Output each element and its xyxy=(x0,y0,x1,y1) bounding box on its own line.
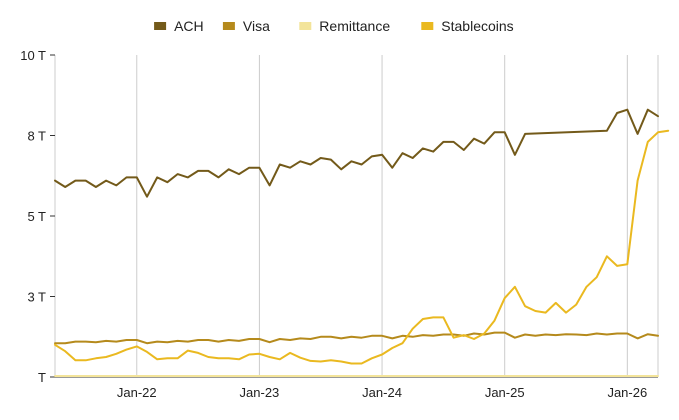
x-axis: Jan-22 Jan-23 Jan-24 Jan-25 Jan-26 xyxy=(117,385,647,400)
legend-label: Stablecoins xyxy=(441,18,513,34)
legend-item-stablecoins[interactable]: Stablecoins xyxy=(421,18,514,34)
legend-item-remittance[interactable]: Remittance xyxy=(299,18,390,34)
series-layer xyxy=(54,108,670,377)
legend-swatch xyxy=(154,22,167,30)
x-tick-label: Jan-24 xyxy=(362,385,402,400)
grid xyxy=(54,55,659,378)
series-line-stablecoins xyxy=(54,129,670,365)
y-tick-label: 8 T xyxy=(27,129,46,144)
legend-swatch xyxy=(299,22,312,30)
y-tick-label: 10 T xyxy=(20,48,46,63)
y-tick-label: T xyxy=(38,370,46,385)
x-tick-label: Jan-23 xyxy=(240,385,280,400)
legend-label: ACH xyxy=(174,18,204,34)
x-tick-label: Jan-26 xyxy=(607,385,647,400)
x-tick-label: Jan-22 xyxy=(117,385,157,400)
x-tick-label: Jan-25 xyxy=(485,385,525,400)
series-line-visa xyxy=(54,331,659,345)
legend-label: Visa xyxy=(243,18,270,34)
y-axis: T 3 T 5 T 8 T 10 T xyxy=(20,48,55,385)
legend-item-visa[interactable]: Visa xyxy=(222,18,270,34)
legend-label: Remittance xyxy=(319,18,390,34)
series-line-ach xyxy=(54,108,659,198)
y-tick-label: 5 T xyxy=(27,209,46,224)
legend: ACH Visa Remittance Stablecoins xyxy=(154,18,514,34)
legend-swatch xyxy=(421,22,434,30)
legend-item-ach[interactable]: ACH xyxy=(154,18,204,34)
y-tick-label: 3 T xyxy=(27,290,46,305)
legend-swatch xyxy=(222,22,235,30)
